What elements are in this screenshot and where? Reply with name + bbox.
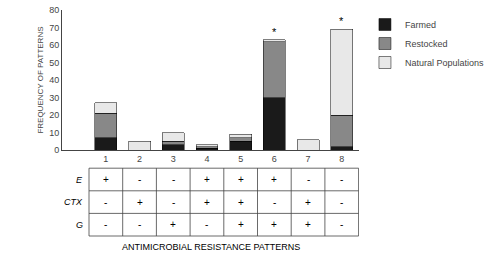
svg-text:+: + bbox=[271, 219, 277, 230]
svg-text:E: E bbox=[76, 175, 83, 185]
svg-text:Natural Populations: Natural Populations bbox=[405, 58, 484, 68]
svg-text:-: - bbox=[307, 174, 310, 185]
svg-text:+: + bbox=[170, 219, 176, 230]
svg-text:0: 0 bbox=[54, 145, 59, 155]
svg-text:-: - bbox=[104, 219, 107, 230]
svg-text:7: 7 bbox=[306, 154, 311, 164]
svg-text:Restocked: Restocked bbox=[405, 39, 448, 49]
svg-text:50: 50 bbox=[49, 58, 59, 68]
svg-text:5: 5 bbox=[238, 154, 243, 164]
svg-text:+: + bbox=[137, 197, 143, 208]
svg-text:+: + bbox=[305, 197, 311, 208]
svg-text:-: - bbox=[138, 219, 141, 230]
svg-text:2: 2 bbox=[137, 154, 142, 164]
svg-text:80: 80 bbox=[49, 5, 59, 15]
svg-text:+: + bbox=[271, 174, 277, 185]
svg-text:20: 20 bbox=[49, 110, 59, 120]
svg-text:+: + bbox=[204, 174, 210, 185]
svg-text:+: + bbox=[238, 197, 244, 208]
svg-text:10: 10 bbox=[49, 128, 59, 138]
svg-text:-: - bbox=[205, 219, 208, 230]
svg-text:3: 3 bbox=[171, 154, 176, 164]
svg-text:+: + bbox=[305, 219, 311, 230]
svg-text:*: * bbox=[272, 26, 277, 38]
svg-text:ANTIMICROBIAL RESISTANCE PATTE: ANTIMICROBIAL RESISTANCE PATTERNS bbox=[122, 242, 300, 252]
svg-text:G: G bbox=[76, 220, 83, 230]
svg-text:+: + bbox=[238, 219, 244, 230]
svg-text:60: 60 bbox=[49, 40, 59, 50]
svg-text:70: 70 bbox=[49, 23, 59, 33]
svg-text:-: - bbox=[138, 174, 141, 185]
svg-text:-: - bbox=[340, 174, 343, 185]
svg-text:FREQUENCY OF PATTERNS: FREQUENCY OF PATTERNS bbox=[36, 26, 45, 133]
svg-text:-: - bbox=[172, 197, 175, 208]
svg-text:*: * bbox=[339, 15, 344, 27]
svg-text:1: 1 bbox=[103, 154, 108, 164]
svg-text:+: + bbox=[103, 174, 109, 185]
svg-text:+: + bbox=[238, 174, 244, 185]
svg-text:8: 8 bbox=[339, 154, 344, 164]
svg-text:40: 40 bbox=[49, 75, 59, 85]
svg-text:-: - bbox=[104, 197, 107, 208]
svg-text:-: - bbox=[172, 174, 175, 185]
svg-text:-: - bbox=[340, 219, 343, 230]
svg-text:-: - bbox=[273, 197, 276, 208]
svg-text:30: 30 bbox=[49, 93, 59, 103]
svg-text:+: + bbox=[204, 197, 210, 208]
svg-text:4: 4 bbox=[204, 154, 209, 164]
svg-text:Farmed: Farmed bbox=[405, 20, 436, 30]
svg-text:-: - bbox=[340, 197, 343, 208]
svg-text:6: 6 bbox=[272, 154, 277, 164]
svg-text:CTX: CTX bbox=[64, 197, 83, 207]
